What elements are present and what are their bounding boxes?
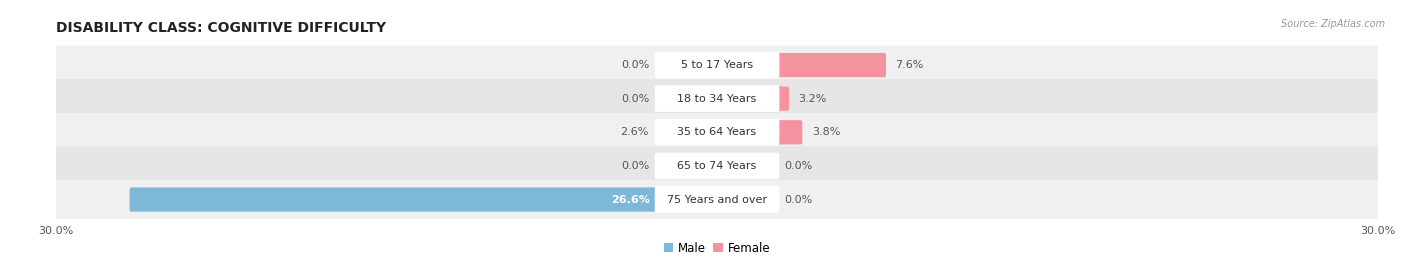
FancyBboxPatch shape	[655, 52, 779, 78]
Text: 0.0%: 0.0%	[785, 161, 813, 171]
FancyBboxPatch shape	[53, 79, 1381, 118]
FancyBboxPatch shape	[716, 87, 789, 111]
Text: DISABILITY CLASS: COGNITIVE DIFFICULTY: DISABILITY CLASS: COGNITIVE DIFFICULTY	[56, 21, 387, 35]
Text: 26.6%: 26.6%	[612, 195, 650, 205]
Text: Source: ZipAtlas.com: Source: ZipAtlas.com	[1281, 19, 1385, 29]
FancyBboxPatch shape	[655, 119, 779, 146]
FancyBboxPatch shape	[655, 85, 779, 112]
Text: 3.8%: 3.8%	[811, 127, 841, 137]
Text: 75 Years and over: 75 Years and over	[666, 195, 768, 205]
Text: 35 to 64 Years: 35 to 64 Years	[678, 127, 756, 137]
Text: 0.0%: 0.0%	[621, 161, 650, 171]
FancyBboxPatch shape	[53, 113, 1381, 152]
FancyBboxPatch shape	[655, 153, 779, 179]
Text: 5 to 17 Years: 5 to 17 Years	[681, 60, 754, 70]
Text: 65 to 74 Years: 65 to 74 Years	[678, 161, 756, 171]
Legend: Male, Female: Male, Female	[664, 242, 770, 255]
Text: 0.0%: 0.0%	[785, 195, 813, 205]
FancyBboxPatch shape	[53, 146, 1381, 185]
Text: 18 to 34 Years: 18 to 34 Years	[678, 94, 756, 104]
Text: 0.0%: 0.0%	[621, 94, 650, 104]
FancyBboxPatch shape	[655, 186, 779, 213]
Text: 7.6%: 7.6%	[896, 60, 924, 70]
Text: 3.2%: 3.2%	[799, 94, 827, 104]
FancyBboxPatch shape	[716, 120, 803, 144]
FancyBboxPatch shape	[129, 187, 718, 212]
FancyBboxPatch shape	[53, 46, 1381, 85]
FancyBboxPatch shape	[53, 180, 1381, 219]
FancyBboxPatch shape	[716, 53, 886, 77]
FancyBboxPatch shape	[658, 120, 718, 144]
Text: 2.6%: 2.6%	[620, 127, 648, 137]
Text: 0.0%: 0.0%	[621, 60, 650, 70]
